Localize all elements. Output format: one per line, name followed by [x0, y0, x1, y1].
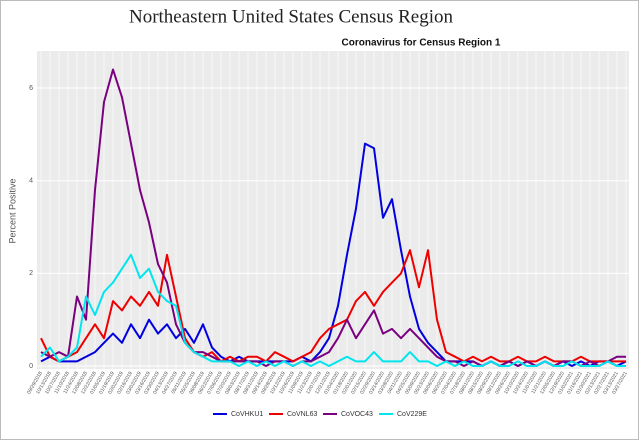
legend-label: CoVHKU1 [231, 411, 263, 418]
y-tick-label: 6 [29, 85, 33, 92]
plot-background [37, 51, 629, 369]
legend-label: CoVNL63 [287, 411, 317, 418]
y-tick-label: 2 [29, 270, 33, 277]
legend-label: CoV229E [397, 411, 427, 418]
series-line [40, 68, 626, 367]
legend-label: CoVOC43 [341, 411, 373, 418]
y-tick-label: 0 [29, 363, 33, 370]
chart-subtitle: Coronavirus for Census Region 1 [342, 38, 501, 49]
y-axis-label: Percent Positive [7, 178, 17, 243]
chart-title: Northeastern United States Census Region [129, 6, 454, 27]
y-tick-label: 4 [29, 178, 33, 185]
series-line [40, 253, 626, 367]
